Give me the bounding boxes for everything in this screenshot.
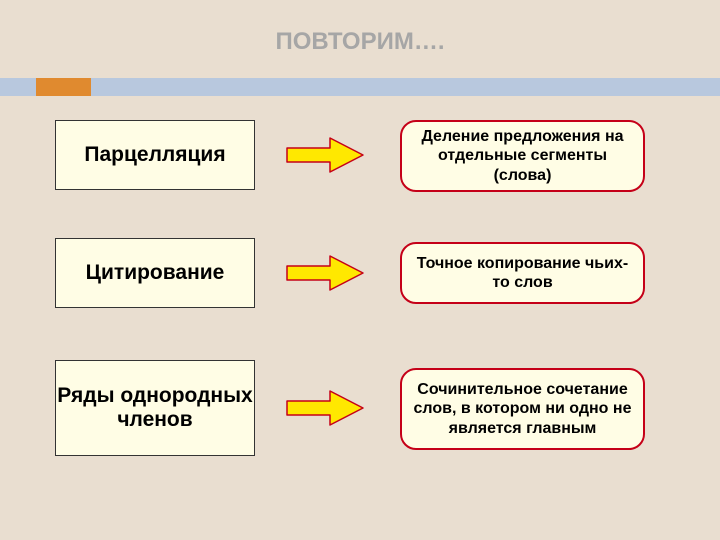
- slide: ПОВТОРИМ…. Парцелляция Деление предложен…: [0, 0, 720, 540]
- term-box-1: Цитирование: [55, 238, 255, 308]
- term-text: Цитирование: [86, 261, 225, 285]
- slide-title: ПОВТОРИМ….: [0, 28, 720, 56]
- definition-box-0: Деление предложения на отдельные сегмент…: [400, 120, 645, 192]
- definition-text: Сочинительное сочетание слов, в котором …: [412, 380, 633, 438]
- term-box-0: Парцелляция: [55, 120, 255, 190]
- definition-box-2: Сочинительное сочетание слов, в котором …: [400, 368, 645, 450]
- arrow-1: [285, 253, 365, 293]
- term-text: Парцелляция: [84, 143, 225, 167]
- top-bar: [0, 78, 720, 96]
- term-box-2: Ряды однородных членов: [55, 360, 255, 456]
- term-text: Ряды однородных членов: [56, 384, 254, 432]
- arrow-2: [285, 388, 365, 428]
- accent-tab: [36, 78, 91, 96]
- definition-text: Точное копирование чьих-то слов: [412, 254, 633, 292]
- definition-box-1: Точное копирование чьих-то слов: [400, 242, 645, 304]
- definition-text: Деление предложения на отдельные сегмент…: [412, 127, 633, 185]
- arrow-0: [285, 135, 365, 175]
